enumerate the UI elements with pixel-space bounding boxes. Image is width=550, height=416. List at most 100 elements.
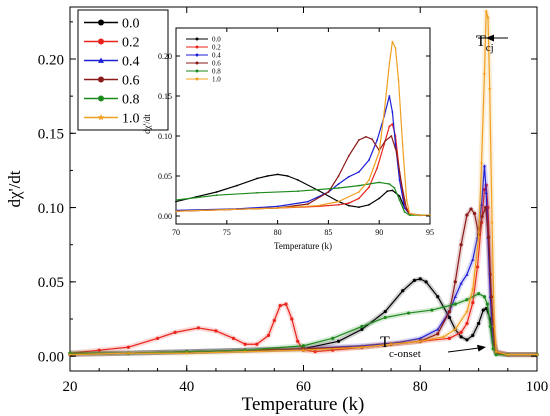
annotation-tcj-text: T (476, 33, 486, 50)
inset-series-group (175, 40, 431, 217)
main-data-point (469, 207, 473, 211)
main-plot: 20 40 60 80 100 0.00 0.05 0.10 0.15 0.20 Temperat… (5, 6, 549, 415)
inset-data-point (225, 208, 228, 211)
main-legend-marker (97, 113, 105, 121)
inset-legend-label: 0.2 (212, 43, 221, 51)
inset-data-point (307, 200, 309, 203)
main-data-point (492, 324, 497, 328)
main-data-point (482, 71, 487, 76)
main-data-point (505, 352, 510, 357)
main-legend-label: 0.0 (122, 16, 140, 31)
inset-y-tick-label: 0.20 (158, 52, 172, 61)
inset-legend-label: 0.8 (212, 67, 221, 75)
annotation-tcj-arrowhead (486, 34, 494, 42)
inset-x-tick-label: 70 (172, 228, 180, 237)
main-data-point (266, 333, 271, 337)
inset-legend-item: 0.0 (186, 35, 221, 43)
inset-x-tick-label: 95 (426, 228, 434, 237)
inset-data-point (378, 181, 381, 184)
main-x-tick-label: 100 (526, 379, 549, 395)
inset-data-point (337, 175, 340, 177)
main-legend-item: 1.0 (84, 111, 140, 126)
inset-x-tick-label: 85 (324, 228, 332, 237)
inset-data-point (317, 204, 320, 207)
main-data-point (479, 161, 484, 165)
inset-data-point (371, 138, 373, 141)
inset-data-point (393, 187, 396, 189)
main-data-point (476, 235, 481, 239)
inset-data-point (357, 139, 360, 141)
main-data-point (430, 308, 434, 312)
main-data-point (477, 292, 481, 296)
inset-x-tick-label: 80 (274, 228, 282, 237)
inset-data-point (401, 143, 404, 145)
inset-axes-group: 70 75 80 85 90 95 0.00 0.05 0.10 0.15 0.20 (158, 28, 434, 237)
inset-data-point (405, 199, 408, 201)
main-data-point (126, 351, 131, 355)
inset-data-point (388, 63, 391, 65)
main-data-point (453, 280, 457, 284)
main-legend-item: 0.2 (84, 35, 140, 50)
inset-legend-marker (195, 61, 199, 65)
main-data-point (97, 348, 101, 352)
main-legend-marker (98, 76, 104, 83)
inset-y-tick-label: 0.00 (158, 212, 172, 221)
inset-data-point (384, 139, 387, 142)
annotation-tconset: T c-onset (380, 334, 486, 360)
inset-legend-item: 1.0 (186, 75, 221, 83)
annotation-tconset-arrowhead (477, 344, 486, 352)
main-data-point (441, 334, 446, 339)
inset-data-point (297, 179, 299, 181)
inset-data-point (357, 191, 360, 193)
main-legend-label: 0.6 (122, 73, 140, 88)
inset-data-point (405, 208, 408, 211)
inset-data-point (376, 139, 379, 141)
inset-data-point (397, 79, 400, 81)
inset-data-point (378, 151, 381, 153)
main-data-point (484, 205, 488, 210)
inset-data-point (256, 177, 259, 180)
main-legend-marker (98, 38, 104, 45)
main-x-axis-label: Temperature (k) (242, 394, 365, 415)
main-series-0.8 (68, 291, 539, 358)
inset-data-point (408, 214, 411, 217)
inset-data-point (390, 135, 393, 137)
inset-data-point (368, 186, 370, 189)
main-data-point (296, 339, 300, 343)
main-data-point (471, 301, 475, 305)
inset-data-point (386, 190, 389, 193)
main-legend-marker (98, 95, 104, 102)
main-data-point (484, 307, 488, 311)
main-y-tick-label: 0.15 (38, 127, 64, 143)
main-data-point (243, 349, 247, 354)
main-data-point (459, 330, 463, 334)
inset-data-point (236, 184, 238, 187)
main-y-tick-label: 0.20 (38, 52, 64, 68)
inset-legend-label: 0.0 (212, 35, 221, 43)
main-data-point (453, 295, 457, 298)
inset-data-point (365, 135, 367, 138)
annotation-tconset-sub: c-onset (389, 348, 421, 360)
inset-legend-item: 0.4 (186, 51, 221, 59)
inset-data-point (394, 143, 397, 145)
inset-x-tick-label: 75 (223, 228, 231, 237)
main-data-point (481, 308, 485, 312)
main-data-point (284, 302, 288, 306)
annotation-tcj: Tcj (476, 33, 508, 54)
main-series-line (69, 206, 537, 356)
main-data-point (494, 353, 498, 357)
main-series-line (70, 293, 537, 356)
main-data-point (479, 203, 484, 206)
inset-data-point (175, 210, 177, 213)
inset-legend-item: 0.6 (186, 59, 221, 67)
main-data-point (418, 336, 422, 340)
inset-data-point (378, 197, 381, 200)
inset-data-point (357, 206, 360, 209)
main-x-tick-label: 40 (179, 379, 194, 395)
main-data-point (477, 321, 481, 326)
inset-series-1.0 (175, 40, 431, 217)
inset-data-point (368, 179, 370, 181)
inset-legend-marker (195, 77, 199, 81)
inset-series-line (175, 41, 430, 216)
inset-plot-frame (175, 27, 431, 225)
